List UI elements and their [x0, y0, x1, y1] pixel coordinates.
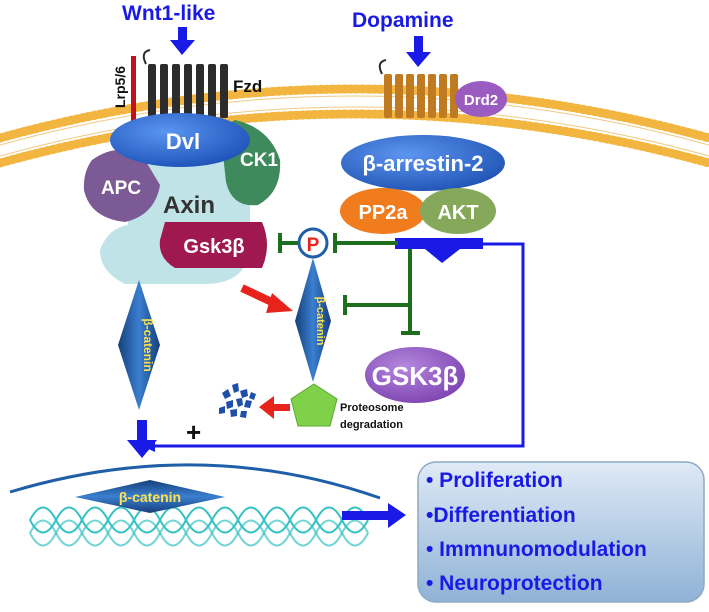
- barrestin-shape: [341, 135, 505, 191]
- phosphorylation-arrow-icon: [240, 284, 293, 313]
- lrp-receptor: [131, 56, 136, 136]
- outcome-item-0: • Proliferation: [426, 469, 563, 492]
- catenin-nuclear-label: β-catenin: [119, 489, 181, 505]
- proteosome-icon: [290, 383, 338, 427]
- catenin-free-shape: [118, 280, 160, 410]
- gsk3b-free-shape: [365, 347, 465, 403]
- wnt-label: Wnt1-like: [122, 2, 215, 25]
- phospho-circle: [297, 227, 329, 259]
- akt-label: AKT: [437, 202, 478, 224]
- dna-helix: [29, 506, 369, 547]
- plus-sign: +: [186, 417, 201, 447]
- apc-shape: [83, 150, 160, 222]
- gsk3b-free-label: GSK3β: [372, 361, 459, 391]
- pp2a-shape: [340, 188, 426, 234]
- outcome-item-2: • Immnunomodulation: [426, 538, 647, 561]
- phospho-label: P: [307, 235, 320, 256]
- proteosome-label-1: Proteosome: [340, 402, 404, 414]
- gsk3b-complex-shape: [159, 222, 267, 268]
- ck1-label: CK1: [240, 150, 278, 171]
- dvl-shape: [110, 113, 250, 167]
- pp2a-label: PP2a: [359, 202, 409, 224]
- outcomes-box: [417, 461, 705, 603]
- d2-receptor: [378, 59, 458, 118]
- dopamine-arrow-icon: [406, 36, 431, 67]
- catenin-free-label: β-catenin: [141, 318, 155, 371]
- outcome-arrow-icon: [342, 503, 406, 528]
- axin-label: Axin: [163, 192, 215, 219]
- dopamine-label: Dopamine: [352, 9, 454, 32]
- proteosome-label-2: degradation: [340, 419, 403, 431]
- outcome-item-1: •Differentiation: [426, 504, 576, 527]
- outcome-item-3: • Neuroprotection: [426, 572, 603, 595]
- nuclear-entry-arrow-icon: [127, 420, 157, 458]
- dvl-label: Dvl: [166, 129, 200, 154]
- catenin-nuclear-shape: [75, 480, 225, 513]
- fzd-receptor: [142, 49, 228, 118]
- akt-output-bar: [395, 238, 483, 263]
- catenin-phospho-label: β-catenin: [314, 297, 326, 346]
- apc-label: APC: [101, 178, 141, 199]
- degraded-fragments-icon: [219, 383, 256, 418]
- lrp-label: Lrp5/6: [112, 66, 128, 108]
- akt-shape: [420, 188, 496, 234]
- nuclear-envelope: [9, 463, 381, 500]
- fzd-label: Fzd: [233, 77, 262, 96]
- catenin-phospho-shape: [295, 258, 331, 382]
- drd2-bubble: [455, 81, 507, 117]
- destruction-complex: [83, 113, 281, 284]
- wnt-arrow-icon: [170, 27, 195, 55]
- feedback-arrow-line: [155, 242, 525, 448]
- inhibition-lines: [278, 233, 420, 335]
- gsk3b-complex-label: Gsk3β: [183, 236, 244, 258]
- barrestin-label: β-arrestin-2: [362, 151, 483, 176]
- drd2-label: Drd2: [464, 92, 498, 109]
- degradation-arrow-icon: [259, 396, 290, 419]
- cell-membrane: [0, 84, 709, 168]
